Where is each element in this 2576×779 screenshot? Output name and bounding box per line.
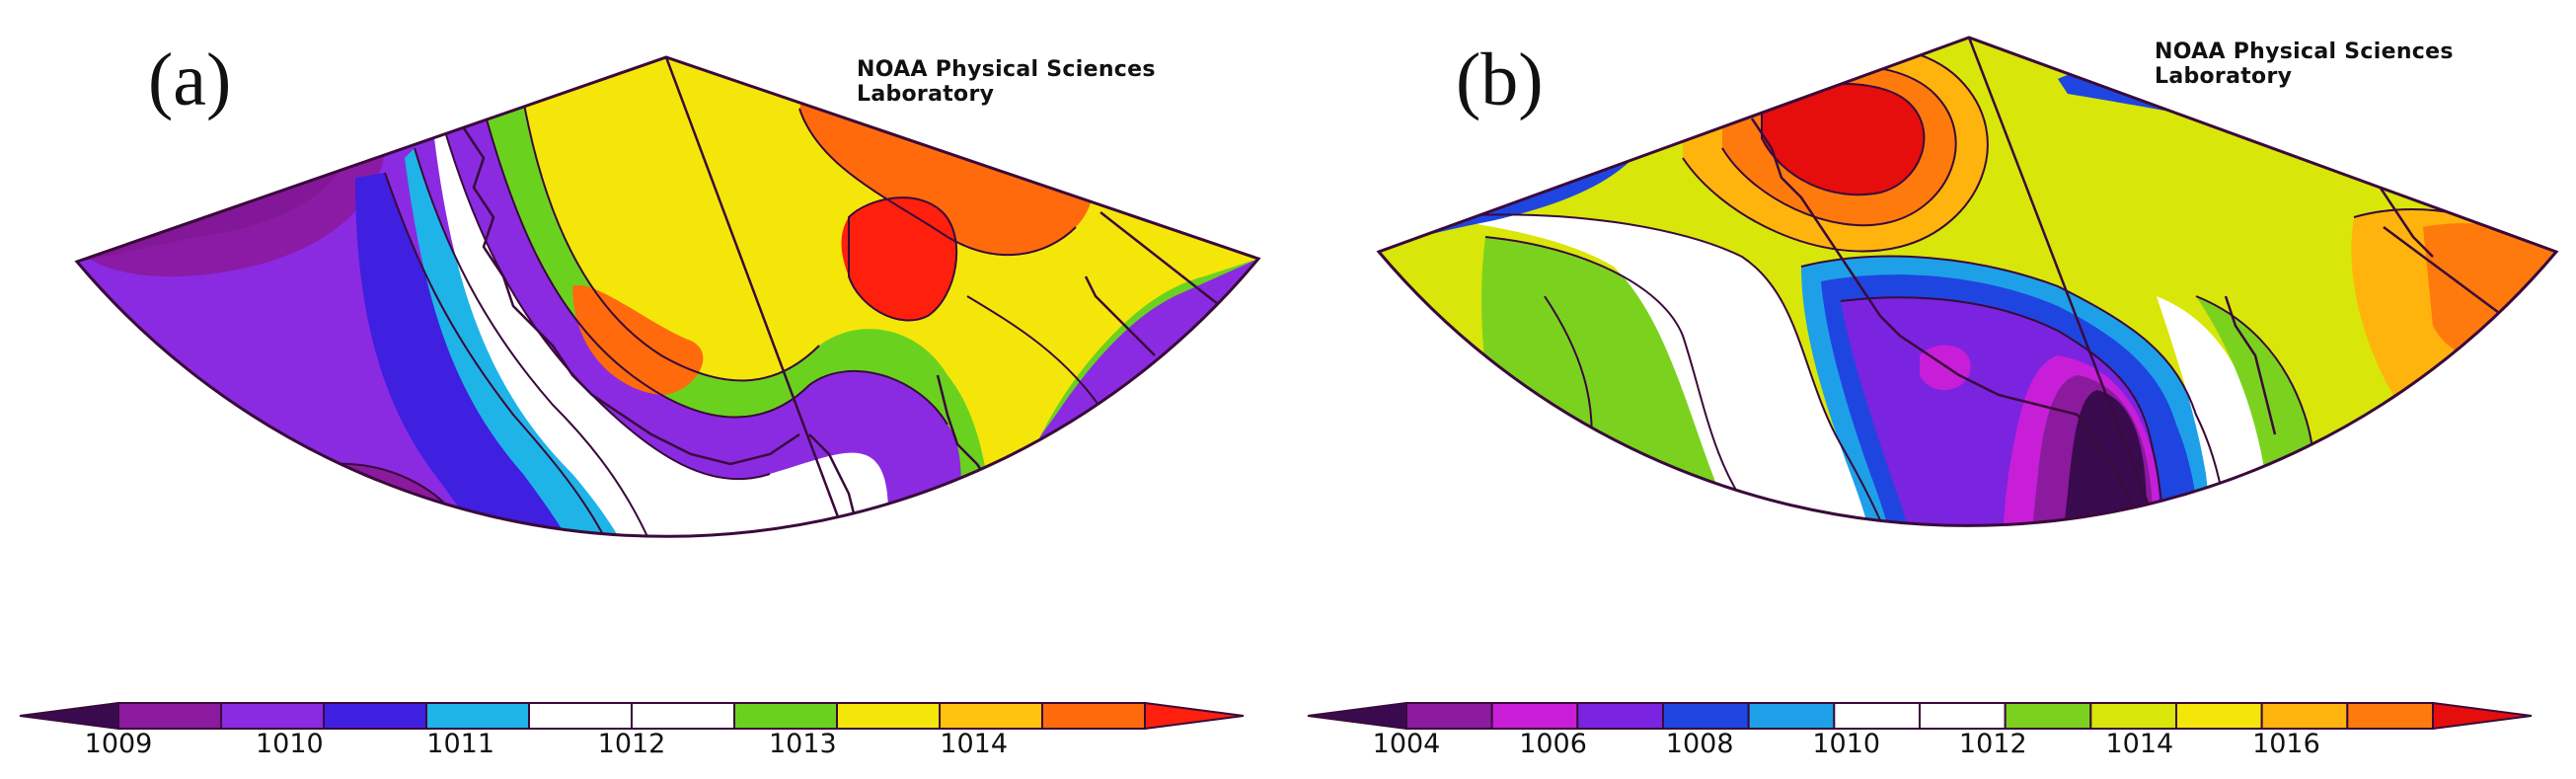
colorbar-swatch <box>1405 702 1493 730</box>
contour-1010-5 <box>355 173 651 537</box>
colorbar-swatch <box>323 702 427 730</box>
map-outline-b <box>1376 36 2559 527</box>
contour-1013-5-small <box>572 284 704 395</box>
colorbar-tick-label: 1010 <box>255 729 324 759</box>
contour-1004 <box>2048 390 2147 526</box>
colorbar-swatch <box>1747 702 1836 730</box>
panel-a: (a) NOAA Physical Sciences Laboratory 10… <box>19 39 1261 759</box>
colorbar-tick-label: 1012 <box>1958 729 2027 759</box>
colorbar-swatch <box>2346 702 2435 730</box>
contour-1016-north <box>1762 83 1925 195</box>
colorbar-high-extend <box>2432 701 2533 731</box>
colorbar-swatch <box>1833 702 1921 730</box>
colorbar-swatch <box>1490 702 1579 730</box>
colorbar-swatch <box>2089 702 2177 730</box>
map-panel-a <box>19 55 1261 731</box>
colorbar-swatch <box>2260 702 2349 730</box>
credit-b: NOAA Physical Sciences Laboratory <box>2155 39 2454 89</box>
colorbar-tick-label: 1014 <box>2105 729 2174 759</box>
panel-label-b: (b) <box>1456 39 1544 121</box>
colorbar-swatch <box>2175 702 2263 730</box>
colorbar-swatch <box>117 702 222 730</box>
contour-1009-sw <box>276 489 433 537</box>
colorbar-a <box>19 701 1245 731</box>
colorbar-high-extend <box>1144 701 1245 731</box>
panel-label-a: (a) <box>148 39 232 121</box>
contour-1014 <box>841 197 957 321</box>
colorbar-tick-label: 1010 <box>1812 729 1881 759</box>
colorbar-swatch <box>1662 702 1750 730</box>
colorbar-swatch <box>425 702 530 730</box>
colorbar-low-extend <box>19 701 119 731</box>
colorbar-tick-label: 1012 <box>597 729 666 759</box>
colorbar-tick-label: 1016 <box>2252 729 2320 759</box>
credit-a: NOAA Physical Sciences Laboratory <box>857 57 1156 107</box>
colorbar-b <box>1307 701 2533 731</box>
colorbar-swatch <box>2004 702 2092 730</box>
colorbar-tick-label: 1011 <box>426 729 495 759</box>
colorbar-swatch <box>1919 702 2007 730</box>
colorbar-tick-label: 1013 <box>768 729 837 759</box>
colorbar-tick-label: 1009 <box>84 729 153 759</box>
contour-1012-east <box>2196 296 2315 526</box>
map-panel-b <box>1307 36 2559 731</box>
map-outline-a <box>74 55 1261 538</box>
colorbar-swatch <box>220 702 325 730</box>
colorbar-swatch <box>836 702 941 730</box>
colorbar-swatch <box>733 702 838 730</box>
panel-b: (b) NOAA Physical Sciences Laboratory 10… <box>1288 0 2576 779</box>
colorbar-tick-label: 1014 <box>940 729 1009 759</box>
colorbar-tick-label: 1004 <box>1372 729 1441 759</box>
colorbar-tick-label: 1008 <box>1665 729 1734 759</box>
colorbar-tick-label: 1006 <box>1519 729 1587 759</box>
contour-1016-west <box>1379 276 1409 415</box>
colorbar-low-extend <box>1307 701 1407 731</box>
contour-1009-5-nw <box>89 153 385 277</box>
colorbar-swatch <box>939 702 1043 730</box>
colorbar-swatch <box>528 702 633 730</box>
colorbar-swatch <box>631 702 735 730</box>
colorbar-swatch <box>1041 702 1146 730</box>
colorbar-swatch <box>1576 702 1665 730</box>
